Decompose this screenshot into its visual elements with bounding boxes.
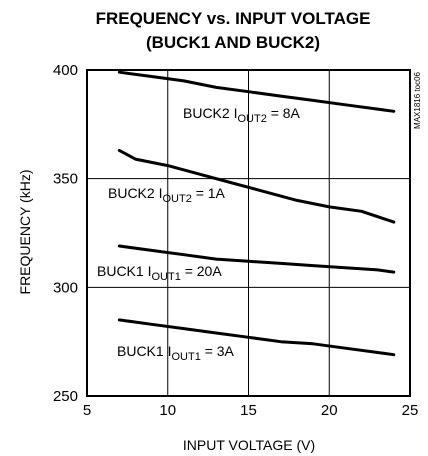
plot-frame (86, 69, 411, 397)
series-label-main: BUCK2 I (108, 185, 162, 201)
series-label-3: BUCK1 IOUT1 = 20A (97, 263, 222, 283)
y-axis-label: FREQUENCY (kHz) (17, 170, 33, 295)
series-label-subscript: OUT1 (171, 351, 200, 363)
series-label-main: BUCK1 I (117, 343, 171, 359)
series-label-subscript: OUT2 (237, 113, 266, 125)
series-label-subscript: OUT2 (162, 193, 191, 205)
series-label-value: = 8A (267, 105, 301, 121)
x-tick-label: 5 (83, 402, 91, 419)
x-tick-label: 20 (321, 402, 338, 419)
y-tick-label: 350 (53, 171, 78, 188)
series-label-value: = 20A (181, 263, 223, 279)
x-tick-label: 25 (402, 402, 419, 419)
series-label-value: = 1A (192, 185, 226, 201)
figure-code: MAX1816 toc06 (413, 71, 422, 128)
chart-title-line-2: (BUCK1 AND BUCK2) (146, 33, 320, 52)
grid-lines (87, 70, 410, 396)
series-label-4: BUCK1 IOUT1 = 3A (117, 343, 235, 363)
y-tick-label: 250 (53, 388, 78, 405)
x-tick-label: 15 (240, 402, 257, 419)
series-label-subscript: OUT1 (151, 271, 180, 283)
y-tick-label: 300 (53, 279, 78, 296)
tick-labels: 5 10 15 20 25 250 300 350 400 (53, 62, 418, 419)
series-label-2: BUCK2 IOUT2 = 1A (108, 185, 226, 205)
series-line-3 (117, 244, 396, 274)
y-tick-label: 400 (53, 62, 78, 79)
chart-title-line-1: FREQUENCY vs. INPUT VOLTAGE (96, 9, 371, 28)
series-lines (117, 70, 396, 357)
series-line-4 (117, 318, 396, 357)
series-label-main: BUCK2 I (183, 105, 237, 121)
x-tick-label: 10 (159, 402, 176, 419)
series-label-value: = 3A (201, 343, 235, 359)
series-line-2 (117, 148, 396, 224)
series-label-main: BUCK1 I (97, 263, 151, 279)
series-line-1 (117, 70, 396, 113)
x-axis-label: INPUT VOLTAGE (V) (183, 437, 315, 453)
series-label-1: BUCK2 IOUT2 = 8A (183, 105, 301, 125)
